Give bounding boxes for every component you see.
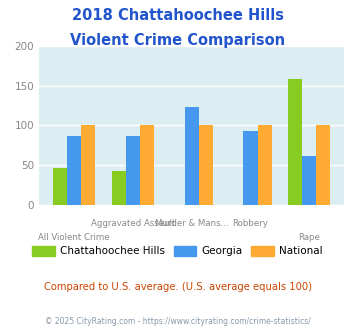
Text: Compared to U.S. average. (U.S. average equals 100): Compared to U.S. average. (U.S. average …	[44, 282, 311, 292]
Bar	[185, 107, 199, 205]
Bar	[126, 136, 140, 205]
Text: Aggravated Assault: Aggravated Assault	[91, 219, 175, 228]
Text: Violent Crime Comparison: Violent Crime Comparison	[70, 33, 285, 48]
Bar	[199, 125, 213, 205]
Bar	[140, 125, 154, 205]
Legend: Chattahoochee Hills, Georgia, National: Chattahoochee Hills, Georgia, National	[28, 242, 327, 260]
Text: © 2025 CityRating.com - https://www.cityrating.com/crime-statistics/: © 2025 CityRating.com - https://www.city…	[45, 317, 310, 326]
Bar	[81, 125, 95, 205]
Text: Rape: Rape	[298, 233, 320, 242]
Text: All Violent Crime: All Violent Crime	[38, 233, 110, 242]
Bar	[112, 171, 126, 205]
Bar	[244, 131, 258, 205]
Bar	[302, 156, 316, 205]
Bar	[53, 168, 67, 205]
Text: Robbery: Robbery	[233, 219, 268, 228]
Text: Murder & Mans...: Murder & Mans...	[155, 219, 229, 228]
Bar	[258, 125, 272, 205]
Text: 2018 Chattahoochee Hills: 2018 Chattahoochee Hills	[71, 8, 284, 23]
Bar	[316, 125, 331, 205]
Bar	[67, 137, 81, 205]
Bar	[288, 80, 302, 205]
